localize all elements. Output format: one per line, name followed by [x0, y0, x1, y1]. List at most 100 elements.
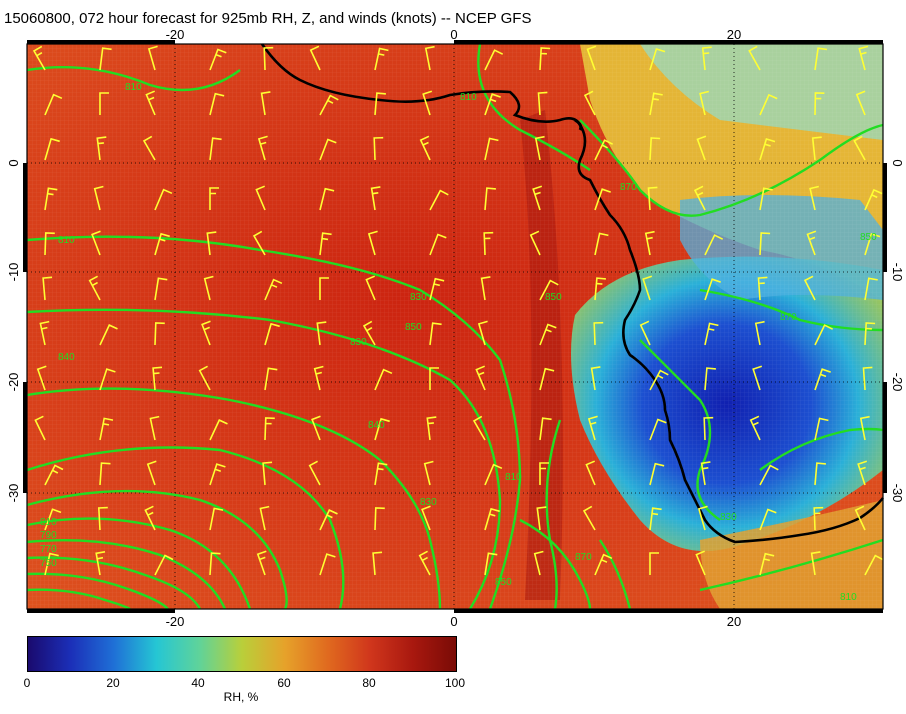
- wind-barb: [536, 506, 547, 531]
- wind-barb: [806, 230, 817, 256]
- contour-label: 830: [420, 497, 437, 508]
- wind-barb: [594, 553, 613, 576]
- wind-barb: [864, 188, 883, 211]
- wind-barb: [704, 322, 719, 346]
- contour-label: 750: [40, 558, 57, 569]
- wind-barb: [759, 232, 771, 256]
- wind-barb: [484, 93, 501, 116]
- contour-label: 870: [620, 182, 637, 193]
- wind-barb: [142, 135, 156, 161]
- wind-barb: [147, 45, 158, 71]
- wind-barb: [429, 322, 442, 346]
- wind-barb: [862, 366, 873, 391]
- contour-label: 810: [505, 472, 522, 483]
- wind-barb: [198, 365, 211, 391]
- wind-barb: [814, 324, 834, 346]
- wind-barb: [429, 189, 449, 211]
- colorbar-title: RH, %: [223, 690, 259, 704]
- wind-barb: [593, 321, 604, 346]
- coastline: [260, 43, 885, 544]
- wind-barb: [649, 418, 667, 441]
- wind-barb: [264, 417, 275, 441]
- wind-barb: [539, 323, 557, 346]
- wind-barb: [529, 230, 541, 256]
- wind-barb: [264, 278, 283, 301]
- map-title: 15060800, 072 hour forecast for 925mb RH…: [4, 10, 532, 27]
- wind-barb: [95, 551, 106, 576]
- wind-barb: [809, 185, 819, 211]
- contour-label: 810: [58, 235, 75, 246]
- wind-barb: [594, 232, 609, 256]
- wind-barb: [370, 186, 381, 211]
- wind-barb: [319, 277, 329, 300]
- wind-barb: [209, 463, 226, 486]
- wind-barb: [697, 505, 708, 531]
- contour-label: 830: [720, 512, 737, 523]
- wind-barb: [99, 92, 109, 115]
- bottom-tick-label: -20: [166, 614, 185, 629]
- contour-label: 830: [410, 292, 427, 303]
- wind-barb: [374, 417, 390, 441]
- wind-barb: [319, 138, 337, 161]
- wind-barb: [757, 276, 768, 301]
- wind-barb: [374, 462, 388, 486]
- wind-barb: [96, 136, 107, 161]
- wind-barb: [759, 187, 773, 211]
- contour-label: 840: [368, 420, 385, 431]
- wind-barb: [594, 277, 606, 301]
- wind-barb: [582, 505, 596, 531]
- wind-barb: [699, 90, 709, 116]
- wind-barb: [649, 462, 665, 486]
- wind-barb: [647, 186, 658, 211]
- wind-barb: [319, 553, 336, 576]
- wind-barb: [97, 506, 108, 531]
- frame-bars: [23, 40, 887, 613]
- wind-barb: [154, 322, 165, 346]
- wind-barb: [209, 48, 227, 71]
- wind-barb: [813, 506, 824, 531]
- top-tick-label: -20: [166, 27, 185, 42]
- wind-barb: [418, 550, 431, 576]
- contour-label: 870: [575, 552, 592, 563]
- contour-label: 810: [840, 592, 857, 603]
- contour-label: 840: [58, 352, 75, 363]
- left-tick-label: -30: [6, 484, 21, 503]
- wind-barb: [853, 135, 866, 161]
- wind-barb: [209, 137, 222, 161]
- wind-barb: [480, 276, 491, 301]
- wind-barb: [855, 90, 866, 116]
- wind-barb: [857, 460, 868, 486]
- wind-barb: [583, 90, 596, 116]
- wind-barb: [264, 322, 280, 346]
- wind-barb: [44, 552, 59, 576]
- wind-barb: [424, 45, 435, 71]
- wind-barb: [539, 279, 559, 301]
- contour-label: 830: [350, 337, 367, 348]
- wind-barb: [539, 367, 555, 391]
- wind-barb: [759, 138, 776, 161]
- wind-barb: [539, 462, 549, 485]
- contour-label: 850: [495, 577, 512, 588]
- wind-barb: [319, 187, 335, 211]
- wind-barb: [308, 460, 321, 486]
- wind-barb: [759, 93, 778, 116]
- contour-label: 810: [40, 517, 57, 528]
- colorbar-tick-label: 100: [444, 676, 466, 690]
- wind-barb: [209, 187, 219, 210]
- wind-barb: [209, 92, 225, 116]
- wind-barb: [594, 188, 611, 211]
- wind-barb: [472, 415, 486, 441]
- wind-barb: [319, 94, 339, 116]
- map-panel: [27, 44, 883, 609]
- wind-barb: [99, 47, 112, 71]
- wind-barb: [649, 552, 659, 575]
- wind-barb: [39, 320, 50, 346]
- top-tick-label: 0: [450, 27, 457, 42]
- wind-barb: [374, 92, 386, 116]
- colorbar-tick-label: 80: [362, 676, 376, 690]
- wind-barb: [262, 461, 273, 486]
- wind-barb: [587, 415, 598, 441]
- contour-label: 850: [545, 292, 562, 303]
- contour-label: 770: [40, 544, 57, 555]
